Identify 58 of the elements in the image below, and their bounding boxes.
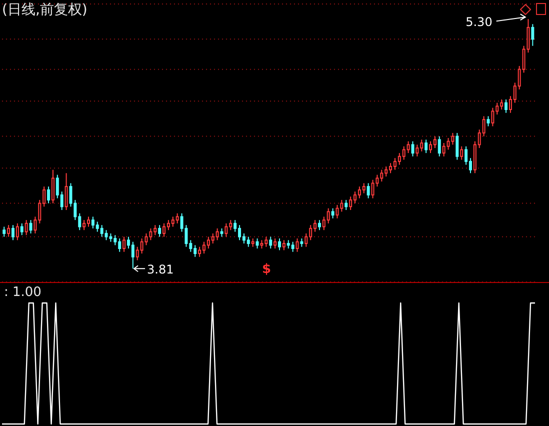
candlestick xyxy=(216,228,219,241)
candlestick xyxy=(51,169,54,204)
candlestick xyxy=(24,220,28,236)
candlestick xyxy=(16,222,19,241)
candlestick xyxy=(104,230,108,241)
candlestick xyxy=(486,116,490,127)
candlestick xyxy=(224,222,228,238)
candlestick xyxy=(331,208,334,219)
candlestick xyxy=(456,132,459,160)
candlestick xyxy=(451,132,454,146)
candlestick xyxy=(47,186,50,204)
candlestick xyxy=(131,241,134,270)
candlestick xyxy=(362,182,366,194)
candlestick xyxy=(278,238,281,251)
candlestick xyxy=(158,224,162,238)
candlestick xyxy=(122,236,126,252)
candlestick xyxy=(531,24,534,46)
candlestick xyxy=(318,220,321,231)
chart-title: : 1.00 xyxy=(4,285,42,300)
candlestick xyxy=(344,199,348,210)
candlestick xyxy=(504,98,508,114)
candlestick xyxy=(246,236,250,248)
candlestick xyxy=(11,224,14,241)
candlestick xyxy=(256,238,259,250)
candlestick xyxy=(433,136,436,149)
candlestick xyxy=(371,179,374,199)
candlestick xyxy=(366,182,370,199)
candlestick xyxy=(424,139,428,154)
candlestick xyxy=(411,140,414,157)
candlestick xyxy=(336,204,339,219)
candlestick xyxy=(64,172,68,210)
candlestick xyxy=(282,240,286,251)
candlestick xyxy=(438,136,441,157)
annotation: $ xyxy=(262,262,272,277)
candlestick xyxy=(406,140,410,154)
candlestick xyxy=(176,212,179,224)
candlestick xyxy=(349,196,352,210)
candlestick xyxy=(198,246,202,258)
candlestick xyxy=(20,222,24,236)
candlestick xyxy=(296,238,299,252)
candlestick xyxy=(269,236,272,250)
candlestick xyxy=(274,238,277,250)
candlestick xyxy=(416,144,419,157)
candlestick xyxy=(162,222,166,238)
candlestick xyxy=(82,220,86,231)
candlestick xyxy=(7,224,10,238)
candlestick xyxy=(460,146,464,160)
candlestick xyxy=(491,107,494,127)
annotation: 3.81 xyxy=(147,262,174,277)
candlestick xyxy=(29,220,32,234)
candlestick xyxy=(291,241,294,252)
candlestick xyxy=(2,226,6,238)
candlestick xyxy=(140,238,144,254)
annotation: 5.30 xyxy=(466,15,492,30)
candlestick xyxy=(446,137,450,150)
candlestick xyxy=(429,140,432,154)
chart-title: (日线,前复权) xyxy=(2,1,88,19)
candlestick xyxy=(326,208,330,224)
